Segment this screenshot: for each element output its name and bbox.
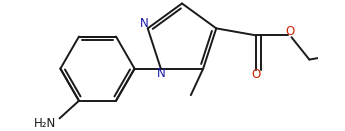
Text: N: N: [140, 17, 149, 30]
Text: O: O: [286, 25, 295, 38]
Text: N: N: [157, 67, 166, 80]
Text: H₂N: H₂N: [34, 117, 56, 130]
Text: O: O: [252, 68, 261, 81]
